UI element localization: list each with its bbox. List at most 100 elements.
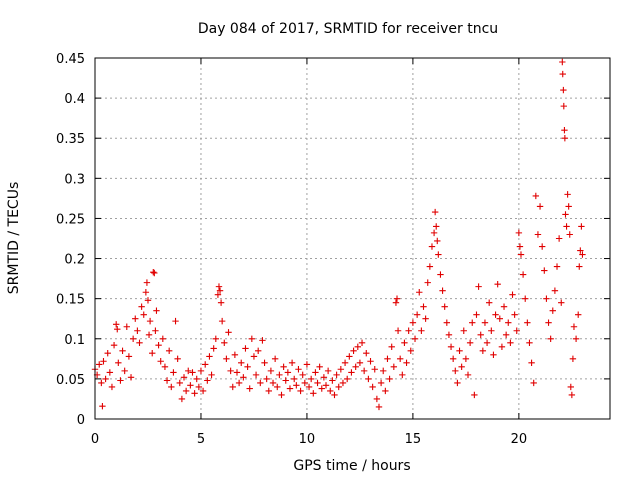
data-point [100, 358, 107, 365]
data-point [562, 211, 569, 218]
data-point [329, 377, 336, 384]
data-point [560, 86, 567, 94]
data-point [567, 383, 574, 391]
data-point [305, 383, 313, 391]
data-point [393, 295, 401, 302]
data-point [121, 367, 128, 375]
y-tick-label: 0.4 [64, 92, 85, 107]
data-point [367, 358, 374, 365]
data-point [553, 263, 561, 270]
data-point [568, 391, 576, 399]
data-point [333, 371, 340, 379]
data-point [244, 363, 251, 371]
ticks-layer: 0 0.05 0.1 0.15 0.2 0.25 0.3 0.35 0.4 0.45 0 5 10 15 2… [56, 52, 610, 447]
data-point [566, 231, 573, 238]
data-point [538, 243, 546, 250]
data-point [543, 295, 550, 302]
data-point [460, 327, 467, 334]
data-point [490, 351, 497, 359]
data-point [98, 379, 105, 387]
data-point [274, 383, 281, 391]
data-point [99, 402, 106, 410]
data-point [178, 395, 186, 403]
data-point [240, 374, 247, 381]
data-point [115, 359, 122, 367]
y-tick-label: 0.15 [56, 293, 85, 308]
data-point [293, 382, 300, 389]
data-point [555, 235, 563, 242]
data-point [210, 345, 217, 352]
data-point [577, 247, 584, 254]
data-point [157, 358, 164, 365]
data-point [159, 335, 167, 342]
y-tick-label: 0.3 [64, 172, 85, 187]
data-point [218, 317, 226, 325]
data-point [403, 359, 410, 367]
chart-title: Day 084 of 2017, SRMTID for receiver tnc… [198, 21, 498, 37]
data-point [291, 375, 298, 383]
data-point [235, 379, 243, 387]
data-point [560, 102, 567, 110]
data-point [170, 369, 177, 376]
data-point [208, 371, 215, 379]
data-point [348, 369, 355, 376]
data-point [263, 375, 270, 383]
data-point [399, 371, 406, 379]
data-point [428, 243, 436, 250]
data-point [125, 353, 133, 360]
data-point [579, 251, 586, 258]
data-point [536, 203, 544, 210]
data-point [479, 347, 487, 355]
data-point [114, 325, 121, 333]
data-point [411, 335, 419, 342]
data-point [424, 279, 431, 286]
data-point [108, 383, 116, 391]
data-point [454, 379, 461, 387]
data-point [416, 289, 423, 296]
data-point [278, 391, 285, 399]
data-point [312, 369, 319, 376]
data-point [204, 377, 211, 384]
data-point [346, 353, 353, 360]
data-point [473, 311, 480, 318]
data-point [132, 315, 139, 322]
y-tick-label: 0.2 [64, 253, 85, 268]
data-point [565, 203, 572, 210]
plot-frame [94, 57, 611, 420]
data-point [233, 369, 241, 376]
data-point [522, 295, 529, 302]
data-point [384, 355, 391, 363]
data-point [365, 375, 372, 383]
data-point [276, 371, 283, 379]
data-point [295, 366, 302, 373]
data-point [528, 359, 535, 367]
data-point [578, 223, 585, 230]
data-point [212, 335, 220, 342]
data-point [238, 359, 245, 367]
data-point [144, 297, 152, 304]
data-point [352, 363, 359, 371]
data-point [517, 251, 525, 258]
data-point [485, 299, 493, 306]
data-point [314, 379, 321, 387]
data-point [117, 377, 124, 384]
data-point [443, 319, 451, 326]
data-point [265, 387, 272, 395]
data-point [246, 385, 253, 392]
data-point [405, 327, 412, 334]
data-point [152, 327, 159, 334]
data-point [339, 379, 347, 387]
data-point [392, 299, 400, 306]
data-point [110, 341, 118, 349]
data-point [153, 307, 160, 314]
data-point [435, 251, 442, 258]
data-point [248, 335, 256, 342]
data-point [360, 367, 368, 375]
data-point [189, 369, 196, 376]
data-point [483, 339, 491, 346]
data-point [182, 387, 190, 395]
data-point [172, 317, 179, 325]
data-point [407, 347, 414, 355]
data-point [462, 355, 470, 363]
data-point [350, 347, 357, 355]
